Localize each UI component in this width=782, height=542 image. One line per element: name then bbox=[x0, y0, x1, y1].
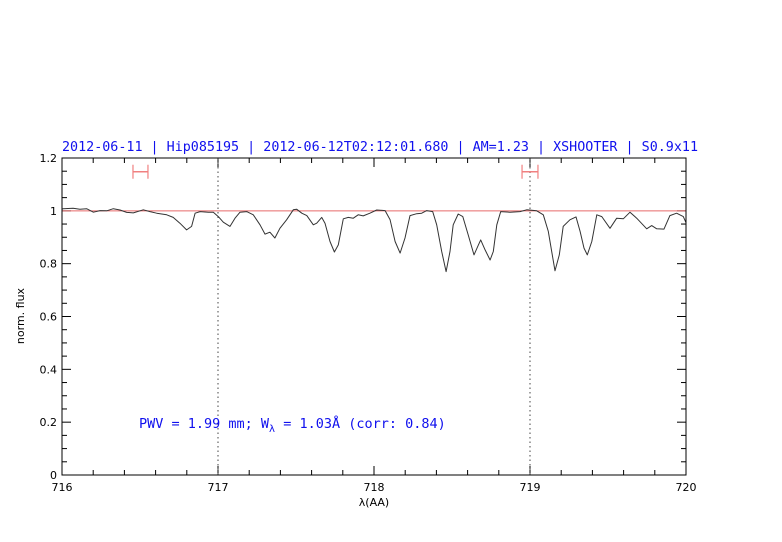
y-tick-label: 0.6 bbox=[40, 311, 58, 324]
x-tick-label: 719 bbox=[520, 481, 541, 494]
y-tick-label: 1.2 bbox=[40, 152, 58, 165]
y-tick-label: 0.2 bbox=[40, 416, 58, 429]
annotation-part-2: = 1.03Å (corr: 0.84) bbox=[275, 415, 446, 432]
x-tick-label: 720 bbox=[676, 481, 697, 494]
x-tick-label: 717 bbox=[208, 481, 229, 494]
y-axis-label: norm. flux bbox=[14, 287, 27, 344]
pwv-annotation: PWV = 1.99 mm; Wλ = 1.03Å (corr: 0.84) bbox=[139, 415, 446, 435]
y-tick-label: 0.8 bbox=[40, 258, 58, 271]
chart-title: 2012-06-11 | Hip085195 | 2012-06-12T02:1… bbox=[62, 139, 698, 155]
annotation-part-1: PWV = 1.99 mm; W bbox=[139, 416, 270, 432]
plot-frame bbox=[61, 157, 687, 476]
y-tick-label: 0 bbox=[50, 469, 57, 482]
y-tick-label: 0.4 bbox=[40, 363, 58, 376]
x-tick-label: 716 bbox=[52, 481, 73, 494]
x-tick-label: 718 bbox=[364, 481, 385, 494]
x-axis-label: λ(AA) bbox=[359, 496, 389, 509]
y-tick-label: 1 bbox=[50, 205, 57, 218]
annotation-subscript: λ bbox=[269, 424, 275, 435]
spectrum-line bbox=[61, 207, 687, 273]
